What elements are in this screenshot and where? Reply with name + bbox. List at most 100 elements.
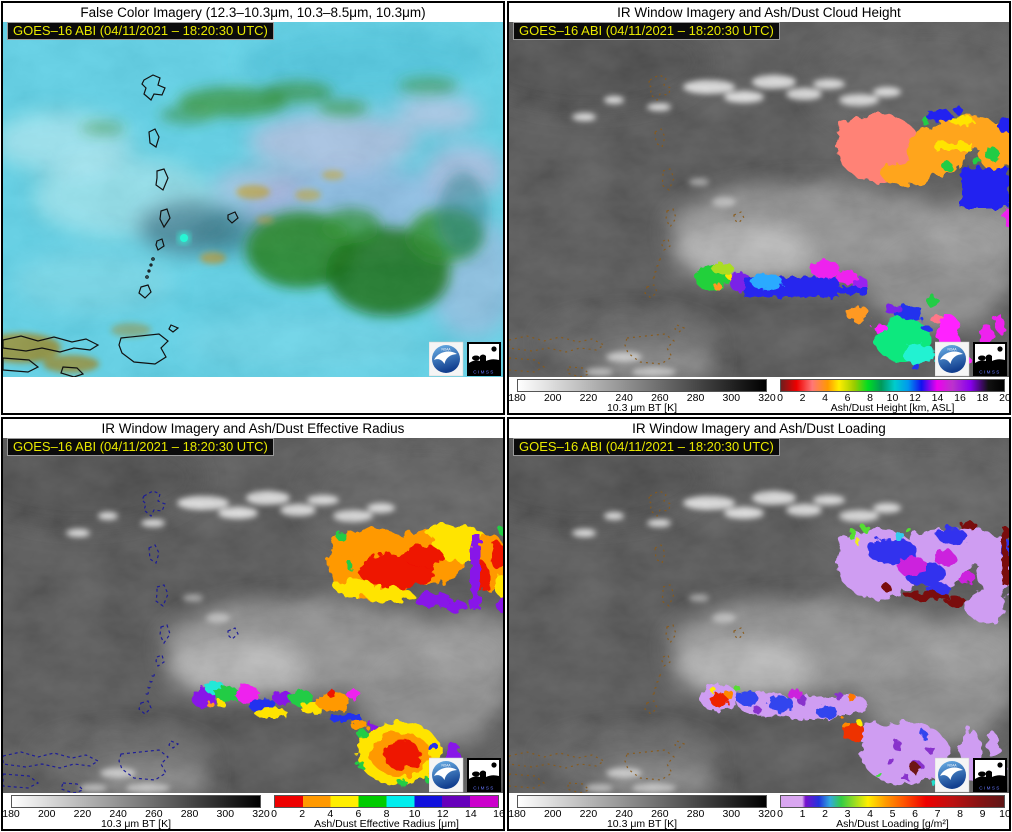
tick-label: 18 <box>976 392 989 404</box>
tick-label: 300 <box>722 392 741 404</box>
tick-label: 300 <box>722 808 741 820</box>
tick-label: 0 <box>777 392 783 404</box>
tick-label: 14 <box>931 392 944 404</box>
tick-label: 180 <box>508 808 526 820</box>
height-scene <box>509 22 1009 377</box>
colorbar-axis-label: 10.3 μm BT [K] <box>606 818 678 830</box>
tick-label: 220 <box>579 392 598 404</box>
tick-label: 200 <box>37 808 56 820</box>
panel-title: IR Window Imagery and Ash/Dust Effective… <box>3 419 503 438</box>
tick-label: 180 <box>2 808 20 820</box>
timestamp-badge: GOES–16 ABI (04/11/2021 – 18:20:30 UTC) <box>8 23 273 39</box>
tick-label: 2 <box>799 392 806 404</box>
colorbar-tick-labels: 180 200 220 240 260 280 300 320 <box>508 392 776 404</box>
tick-label: 320 <box>758 808 776 820</box>
ash-height-lower-cloud <box>846 296 1005 370</box>
cell-loading: IR Window Imagery and Ash/Dust Loading <box>506 416 1012 832</box>
tick-label: 5 <box>889 808 896 820</box>
loading-image: GOES–16 ABI (04/11/2021 – 18:20:30 UTC) <box>509 438 1009 793</box>
tick-label: 220 <box>73 808 92 820</box>
ash-height-mid-band <box>695 260 869 297</box>
tick-label: 8 <box>957 808 963 820</box>
panel-loading: IR Window Imagery and Ash/Dust Loading <box>507 417 1011 831</box>
tick-label: 0 <box>777 808 783 820</box>
loading-gradient-bar <box>780 795 1005 808</box>
radius-colorbar: 0 2 4 6 8 10 12 14 16 Ash/Dust Effective Radius [… <box>271 795 505 830</box>
timestamp-badge: GOES–16 ABI (04/11/2021 – 18:20:30 UTC) <box>514 23 779 39</box>
colorbar-axis-label: 10.3 μm BT [K] <box>100 818 172 830</box>
tick-label: 2 <box>299 808 306 820</box>
tick-label: 240 <box>615 392 633 404</box>
tick-label: 12 <box>436 808 449 820</box>
tick-label: 3 <box>844 808 851 820</box>
tick-label: 10 <box>886 392 899 404</box>
colorbar-strip: 180 200 220 240 260 280 300 320 10.3 μm BT [K] 0… <box>508 793 1011 830</box>
tick-label: 2 <box>822 808 828 820</box>
colorbar-strip-empty <box>3 377 503 413</box>
ash-radius-mid-band <box>192 681 361 721</box>
panel-height: IR Window Imagery and Ash/Dust Cloud Hei… <box>507 1 1011 415</box>
colorbar-tick-labels: 0 2 4 6 8 10 12 14 16 18 20 <box>777 392 1011 404</box>
tick-label: 280 <box>686 392 705 404</box>
panel-title: False Color Imagery (12.3–10.3μm, 10.3–8… <box>3 3 503 22</box>
false-color-image: GOES–16 ABI (04/11/2021 – 18:20:30 UTC) <box>3 22 503 377</box>
tick-label: 240 <box>109 808 127 820</box>
tick-label: 16 <box>493 808 505 820</box>
ash-radius-upper-cloud <box>329 525 503 613</box>
colorbar-tick-labels: 0 2 4 6 8 10 12 14 16 <box>271 808 505 820</box>
cell-radius: IR Window Imagery and Ash/Dust Effective… <box>0 416 506 832</box>
tick-label: 260 <box>145 808 163 820</box>
ash-height-upper-cloud <box>837 106 1009 227</box>
bt-colorbar: 180 200 220 240 260 280 300 320 10.3 μm BT [K] <box>508 795 776 830</box>
ash-radius-lower-cloud <box>350 720 460 787</box>
bt-gradient-bar <box>517 379 767 392</box>
ash-loading-mid-band <box>700 684 867 720</box>
tick-label: 280 <box>180 808 199 820</box>
colorbar-axis-label: Ash/Dust Effective Radius [μm] <box>314 818 459 830</box>
tick-label: 200 <box>543 808 562 820</box>
tick-label: 10 <box>999 808 1011 820</box>
tick-label: 6 <box>844 392 851 404</box>
tick-label: 4 <box>867 808 873 820</box>
radius-scene <box>3 438 503 793</box>
tick-label: 14 <box>465 808 477 820</box>
tick-label: 240 <box>615 808 633 820</box>
radius-gradient-bar <box>274 795 499 808</box>
tick-label: 7 <box>934 808 941 820</box>
height-gradient-bar <box>780 379 1005 392</box>
colorbar-strip: 180 200 220 240 260 280 300 320 10.3 μm BT [K] 0… <box>2 793 505 830</box>
colorbar-strip: 180 200 220 240 260 280 300 320 10.3 μm BT [K] 0… <box>508 377 1011 414</box>
panel-false-color: False Color Imagery (12.3–10.3μm, 10.3–8… <box>1 1 505 415</box>
panel-title: IR Window Imagery and Ash/Dust Loading <box>509 419 1009 438</box>
ash-loading-upper-cloud <box>837 522 1009 622</box>
tick-label: 12 <box>909 392 921 404</box>
tick-label: 1 <box>799 808 806 820</box>
colorbar-axis-label: Ash/Dust Loading [g/m²] <box>836 818 949 830</box>
loading-scene <box>509 438 1009 793</box>
tick-label: 10 <box>408 808 421 820</box>
height-colorbar: 0 2 4 6 8 10 12 14 16 18 20 Ash/Dust Height [km, AS… <box>777 379 1011 414</box>
false-color-scene <box>3 22 503 377</box>
tick-label: 260 <box>651 392 669 404</box>
tick-label: 260 <box>651 808 669 820</box>
bt-gradient-bar <box>517 795 767 808</box>
timestamp-badge: GOES–16 ABI (04/11/2021 – 18:20:30 UTC) <box>8 439 273 455</box>
loading-colorbar: 0 1 2 3 4 5 6 7 8 9 10 Ash/Dust Loading [g/m²] <box>777 795 1011 830</box>
tick-label: 300 <box>216 808 235 820</box>
tick-label: 4 <box>822 392 828 404</box>
tick-label: 200 <box>543 392 562 404</box>
tick-label: 20 <box>999 392 1011 404</box>
tick-label: 220 <box>579 808 598 820</box>
bt-colorbar: 180 200 220 240 260 280 300 320 10.3 μm BT [K] <box>508 379 776 414</box>
tick-label: 16 <box>954 392 966 404</box>
bt-gradient-bar <box>11 795 261 808</box>
tick-label: 0 <box>271 808 277 820</box>
colorbar-axis-label: Ash/Dust Height [km, ASL] <box>830 402 955 414</box>
radius-image: GOES–16 ABI (04/11/2021 – 18:20:30 UTC) <box>3 438 503 793</box>
cell-height: IR Window Imagery and Ash/Dust Cloud Hei… <box>506 0 1012 416</box>
height-image: GOES–16 ABI (04/11/2021 – 18:20:30 UTC) <box>509 22 1009 377</box>
tick-label: 320 <box>758 392 776 404</box>
colorbar-tick-labels: 180 200 220 240 260 280 300 320 <box>508 808 776 820</box>
panel-title: IR Window Imagery and Ash/Dust Cloud Hei… <box>509 3 1009 22</box>
